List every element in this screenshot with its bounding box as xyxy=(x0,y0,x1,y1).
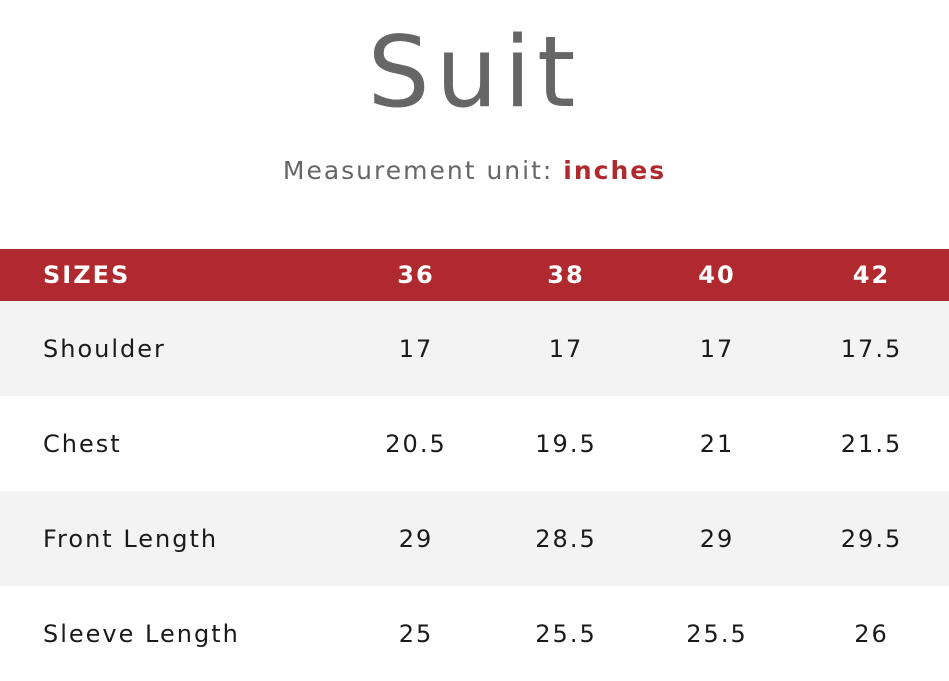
table-cell: 21.5 xyxy=(840,429,903,458)
table-cell: 29.5 xyxy=(840,524,903,553)
table-cell: 17 xyxy=(398,334,434,363)
size-chart-table: SIZES 36 38 40 42 Shoulder 17 17 17 17.5… xyxy=(0,249,949,681)
header-cell-size-38: 38 xyxy=(547,261,585,289)
table-cell: 21 xyxy=(699,429,735,458)
header-cell-sizes: SIZES xyxy=(43,261,131,289)
row-label: Front Length xyxy=(43,524,219,553)
table-header-row: SIZES 36 38 40 42 xyxy=(0,249,949,301)
table-cell: 17.5 xyxy=(840,334,903,363)
table-cell: 29 xyxy=(398,524,434,553)
table-cell: 19.5 xyxy=(535,429,597,458)
table-cell: 29 xyxy=(699,524,735,553)
row-label: Shoulder xyxy=(43,334,166,363)
table-cell: 26 xyxy=(854,619,889,648)
page-title: Suit xyxy=(367,16,582,130)
table-row-shoulder: Shoulder 17 17 17 17.5 xyxy=(0,301,949,396)
row-label: Sleeve Length xyxy=(43,619,240,648)
table-cell: 20.5 xyxy=(385,429,447,458)
header-cell-size-36: 36 xyxy=(397,261,435,289)
table-row-chest: Chest 20.5 19.5 21 21.5 xyxy=(0,396,949,491)
table-cell: 17 xyxy=(548,334,584,363)
table-row-front-length: Front Length 29 28.5 29 29.5 xyxy=(0,491,949,586)
table-cell: 25.5 xyxy=(686,619,748,648)
measurement-unit-value: inches xyxy=(563,156,667,185)
measurement-unit-line: Measurement unit: inches xyxy=(0,155,949,187)
table-cell: 25 xyxy=(398,619,434,648)
header-cell-size-40: 40 xyxy=(698,261,736,289)
measurement-unit-label: Measurement unit: xyxy=(282,156,554,185)
table-row-sleeve-length: Sleeve Length 25 25.5 25.5 26 xyxy=(0,586,949,681)
table-cell: 28.5 xyxy=(535,524,597,553)
table-cell: 17 xyxy=(699,334,735,363)
row-label: Chest xyxy=(43,429,122,458)
table-cell: 25.5 xyxy=(535,619,597,648)
header-cell-size-42: 42 xyxy=(852,261,891,289)
